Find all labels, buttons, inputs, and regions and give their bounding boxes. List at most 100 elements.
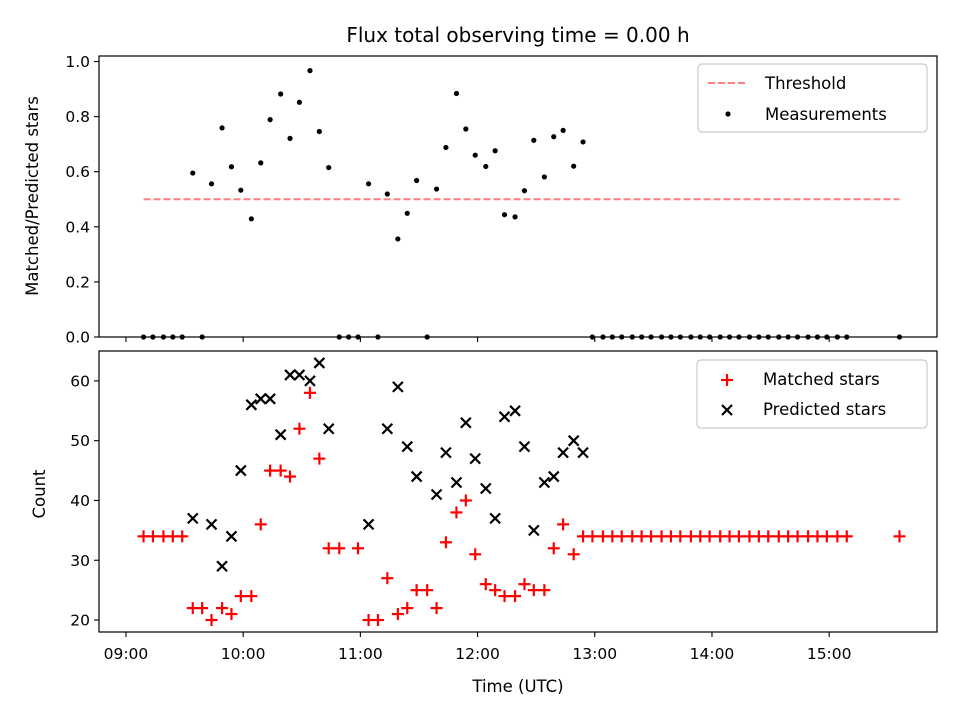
matched-star-marker — [732, 530, 745, 543]
predicted-star-marker — [392, 381, 404, 393]
top-y-tick-label: 0.6 — [65, 163, 90, 181]
matched-star-marker — [703, 530, 716, 543]
predicted-stars-series — [186, 357, 589, 573]
measurement-point — [326, 164, 332, 171]
measurement-point — [287, 135, 293, 141]
matched-star-marker — [479, 578, 492, 591]
matched-star-marker — [674, 530, 687, 543]
measurement-point — [267, 117, 273, 123]
top-y-tick-label: 0.4 — [65, 218, 90, 236]
bottom-y-tick-label: 30 — [70, 552, 90, 570]
predicted-star-marker — [547, 470, 560, 483]
matched-star-marker — [645, 530, 658, 543]
bottom-x-tick-label: 14:00 — [690, 645, 735, 663]
matched-star-marker — [538, 584, 551, 597]
matched-star-marker — [293, 422, 306, 435]
measurement-point — [258, 160, 264, 166]
matched-star-marker — [489, 584, 502, 597]
measurement-point — [296, 99, 303, 105]
predicted-star-marker — [293, 369, 306, 381]
predicted-star-marker — [410, 470, 423, 483]
top-legend: Threshold Measurements — [697, 63, 928, 133]
measurement-point — [501, 212, 508, 218]
matched-star-marker — [264, 464, 277, 477]
matched-star-marker — [459, 494, 472, 507]
measurement-point — [453, 90, 460, 97]
measurement-point — [307, 68, 313, 74]
measurement-point — [365, 181, 372, 187]
matched-star-marker — [313, 452, 326, 465]
top-plot-frame — [98, 55, 938, 338]
measurement-point — [316, 128, 322, 135]
predicted-star-marker — [489, 512, 501, 525]
matched-star-marker — [567, 548, 580, 561]
matched-star-marker — [205, 614, 218, 627]
measurement-point — [238, 187, 244, 193]
matched-star-marker — [284, 470, 297, 483]
top-plot: 0.0 0.2 0.4 0.6 0.8 1.0 — [65, 53, 938, 347]
matched-star-marker — [196, 602, 209, 615]
top-axis-ticks: 0.0 0.2 0.4 0.6 0.8 1.0 — [65, 53, 830, 347]
predicted-star-marker — [518, 440, 531, 453]
top-chart-title: Flux total observing time = 0.00 h — [346, 23, 689, 47]
measurement-point — [278, 91, 284, 97]
predicted-star-marker — [186, 512, 199, 525]
bottom-x-tick-label: 15:00 — [807, 645, 852, 663]
measurement-point — [541, 174, 547, 180]
matched-star-marker — [176, 530, 189, 543]
matched-star-marker — [371, 614, 384, 627]
matched-star-marker — [791, 530, 804, 543]
bottom-x-tick-label: 09:00 — [104, 645, 149, 663]
matched-star-marker — [274, 464, 287, 477]
predicted-star-marker — [205, 518, 218, 531]
measurement-point — [521, 188, 528, 194]
matched-star-marker — [518, 578, 531, 591]
predicted-star-marker — [322, 422, 335, 435]
matched-star-marker — [410, 584, 423, 597]
bottom-legend: Matched stars Predicted stars — [696, 359, 928, 429]
predicted-star-marker — [381, 422, 394, 435]
predicted-star-marker — [264, 393, 276, 405]
top-y-tick-label: 0.2 — [65, 273, 90, 291]
predicted-star-marker — [284, 369, 296, 381]
matched-star-marker — [234, 590, 247, 603]
top-y-axis-label: Matched/Predicted stars — [23, 96, 42, 296]
predicted-star-marker — [528, 524, 540, 537]
measurements-legend-swatch — [725, 111, 731, 117]
bottom-x-tick-label: 12:00 — [455, 645, 500, 663]
matched-star-marker — [547, 542, 560, 555]
matched-star-marker — [225, 608, 238, 621]
matched-star-marker — [498, 590, 511, 603]
measurement-point — [551, 134, 557, 140]
measurement-point — [492, 148, 498, 154]
predicted-star-marker — [509, 405, 521, 417]
matched-star-marker — [146, 530, 159, 543]
bottom-y-tick-label: 50 — [70, 432, 90, 450]
bottom-plot-frame — [98, 350, 938, 633]
predicted-star-marker — [538, 476, 551, 489]
bottom-y-tick-label: 20 — [70, 612, 90, 630]
measurement-point — [190, 170, 196, 176]
measurement-point — [571, 163, 577, 169]
matched-star-marker — [586, 530, 599, 543]
measurement-point — [404, 210, 410, 216]
predicted-star-marker — [254, 393, 267, 405]
matched-star-marker — [450, 506, 463, 519]
predicted-star-marker — [235, 464, 247, 477]
matched-star-marker — [245, 590, 258, 603]
matched-stars-series — [137, 386, 906, 627]
measurement-point — [483, 163, 489, 170]
predicted-star-marker — [430, 488, 443, 501]
predicted-star-marker — [304, 375, 316, 387]
matched-star-marker — [840, 530, 853, 543]
predicted-star-marker — [313, 357, 326, 369]
matched-star-marker — [254, 518, 267, 531]
matched-star-marker — [509, 590, 522, 603]
predicted-stars-legend-swatch — [721, 404, 733, 416]
predicted-star-marker — [225, 530, 238, 543]
predicted-stars-legend-label: Predicted stars — [763, 400, 886, 419]
matched-star-marker — [557, 518, 570, 531]
measurement-point — [219, 125, 225, 131]
